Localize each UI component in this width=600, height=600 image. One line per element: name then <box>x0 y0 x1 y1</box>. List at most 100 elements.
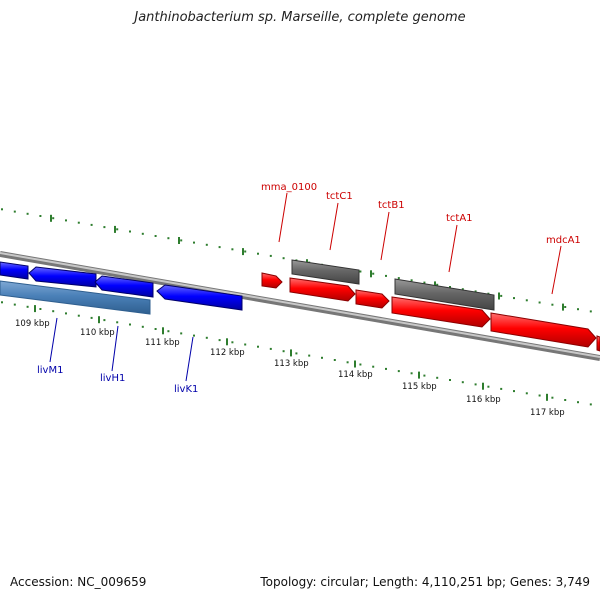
gene-arrow-red[interactable] <box>596 335 600 352</box>
tick-labels: 109 kbp 110 kbp 111 kbp 112 kbp 113 kbp … <box>15 319 565 418</box>
minor-tick <box>282 350 285 353</box>
tick-label: 115 kbp <box>402 382 437 392</box>
gene-arrow-red[interactable] <box>289 277 356 302</box>
minor-tick <box>436 376 439 379</box>
minor-tick <box>474 383 477 386</box>
minor-tick <box>103 319 106 322</box>
minor-tick <box>525 299 528 302</box>
minor-tick <box>65 312 67 315</box>
gene-arrow-blue[interactable] <box>156 284 243 311</box>
gene-label-tctb1[interactable]: tctB1 <box>378 200 405 211</box>
minor-tick <box>295 352 298 355</box>
tick-label: 116 kbp <box>466 395 501 405</box>
minor-tick <box>154 328 157 330</box>
tick-label: 113 kbp <box>274 359 309 369</box>
minor-tick <box>193 241 195 244</box>
minor-tick <box>231 248 234 251</box>
minor-tick <box>26 305 29 308</box>
minor-tick <box>538 301 541 304</box>
gene-label-tcta1[interactable]: tctA1 <box>446 213 473 224</box>
reverse-gene-labels: livM1 livH1 livK1 <box>37 317 198 395</box>
minor-tick <box>423 281 426 284</box>
minor-tick <box>449 379 451 381</box>
minor-tick <box>193 334 195 337</box>
minor-tick <box>65 219 67 222</box>
tick-label: 111 kbp <box>145 338 180 348</box>
minor-tick <box>231 341 234 344</box>
minor-tick <box>180 239 183 242</box>
gene-label-mdca1[interactable]: mdcA1 <box>546 235 581 246</box>
minor-tick <box>461 288 464 291</box>
gene-arrow-red[interactable] <box>391 296 491 328</box>
minor-tick <box>410 372 413 375</box>
minor-tick <box>77 314 80 317</box>
minor-tick <box>487 385 490 388</box>
minor-tick <box>385 274 387 277</box>
gene-arrow-red[interactable] <box>490 312 597 348</box>
minor-tick <box>103 226 106 229</box>
minor-tick <box>410 279 413 282</box>
minor-tick <box>13 303 16 306</box>
minor-tick <box>397 277 400 280</box>
minor-tick <box>269 254 272 257</box>
gene-label-livm1[interactable]: livM1 <box>37 365 63 376</box>
minor-tick <box>26 212 29 215</box>
minor-tick <box>500 294 503 297</box>
gene-label-tctc1[interactable]: tctC1 <box>326 191 353 202</box>
minor-tick <box>218 339 221 342</box>
minor-tick <box>577 401 579 404</box>
minor-tick <box>52 310 55 313</box>
minor-tick <box>564 306 567 308</box>
minor-tick <box>372 272 375 275</box>
minor-tick <box>90 316 93 319</box>
gene-label-mma-0100[interactable]: mma_0100 <box>261 182 317 193</box>
gene-arrow-blue[interactable] <box>28 266 97 288</box>
minor-tick <box>397 370 400 373</box>
gene-label-livk1[interactable]: livK1 <box>174 384 198 395</box>
gene-label-leader <box>278 192 288 243</box>
minor-tick <box>538 394 541 397</box>
minor-tick <box>513 297 515 300</box>
minor-tick <box>551 396 554 399</box>
operon-bar-lightblue[interactable] <box>0 280 151 315</box>
minor-tick <box>257 345 259 348</box>
inner-tick-track <box>1 301 592 406</box>
minor-tick <box>346 361 349 364</box>
minor-tick <box>1 208 3 211</box>
map-title: Janthinobacterium sp. Marseille, complet… <box>134 10 466 25</box>
gene-arrow-blue[interactable] <box>94 275 154 298</box>
tick-label: 110 kbp <box>80 328 115 338</box>
gene-label-leader <box>551 245 562 295</box>
minor-tick <box>359 270 362 273</box>
minor-tick <box>218 246 221 249</box>
operon-bar-gray[interactable] <box>291 259 360 285</box>
gene-arrow-blue[interactable] <box>0 261 29 280</box>
gene-arrow-red[interactable] <box>261 272 283 289</box>
gene-label-livh1[interactable]: livH1 <box>100 373 125 384</box>
minor-tick <box>167 237 170 240</box>
gene-label-leader <box>329 202 339 251</box>
genome-backbone-highlight <box>0 252 600 358</box>
tick-label: 112 kbp <box>210 348 245 358</box>
minor-tick <box>39 215 42 217</box>
minor-tick <box>205 243 208 246</box>
minor-tick <box>205 336 208 339</box>
minor-tick <box>321 356 323 359</box>
operon-bar-gray[interactable] <box>394 278 495 311</box>
minor-tick <box>308 354 311 357</box>
minor-tick <box>359 363 362 366</box>
minor-tick <box>333 359 336 361</box>
gene-label-leader <box>111 325 119 372</box>
reverse-genes <box>0 261 243 311</box>
tick-label: 109 kbp <box>15 319 50 329</box>
minor-tick <box>257 252 259 255</box>
minor-tick <box>436 283 439 286</box>
minor-tick <box>423 374 426 377</box>
topology-text: Topology: circular; Length: 4,110,251 bp… <box>260 575 590 589</box>
minor-tick <box>513 390 515 393</box>
minor-tick <box>90 223 93 226</box>
gene-arrow-red[interactable] <box>355 289 390 309</box>
minor-tick <box>500 387 503 390</box>
gene-label-leader <box>448 224 458 273</box>
